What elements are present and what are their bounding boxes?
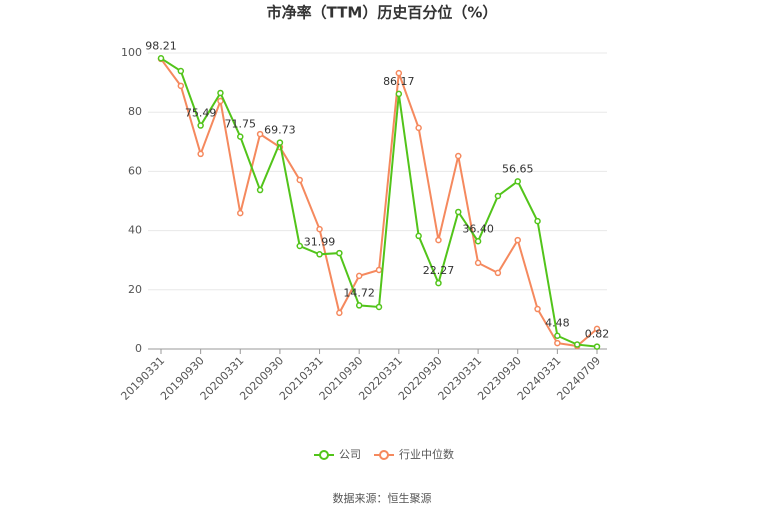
point	[375, 303, 383, 311]
legend-label: 公司	[339, 448, 361, 461]
value-label: 0.82	[585, 328, 610, 341]
x-tick-label: 20240709	[554, 354, 603, 403]
point	[395, 69, 403, 77]
point	[355, 272, 363, 280]
value-label: 56.65	[502, 162, 534, 175]
point	[177, 67, 185, 75]
point	[336, 309, 343, 317]
point	[494, 269, 502, 277]
chart-title: 市净率（TTM）历史百分位（%）	[267, 4, 498, 22]
value-label: 31.99	[304, 235, 336, 248]
point	[197, 150, 204, 158]
value-label: 98.21	[145, 39, 177, 52]
y-tick-label: 40	[128, 224, 142, 237]
value-label: 71.75	[225, 118, 257, 131]
point	[296, 176, 303, 184]
point	[415, 232, 422, 240]
y-tick-label: 0	[135, 342, 142, 355]
point	[395, 90, 403, 98]
point	[296, 242, 303, 250]
point	[256, 130, 264, 138]
y-tick-label: 100	[121, 46, 142, 59]
value-label: 75.49	[185, 107, 217, 120]
point	[415, 124, 422, 132]
legend-marker	[379, 450, 389, 460]
point	[217, 89, 224, 97]
point	[554, 339, 561, 347]
point	[177, 82, 185, 90]
point	[435, 236, 442, 244]
point	[435, 279, 442, 287]
point	[157, 55, 165, 62]
value-label: 86.17	[383, 75, 415, 88]
value-label: 36.40	[462, 222, 494, 235]
point	[237, 209, 244, 217]
point	[593, 343, 601, 350]
point	[375, 266, 383, 274]
legend-label: 行业中位数	[399, 447, 454, 461]
y-tick-label: 80	[128, 105, 142, 118]
legend-marker	[319, 450, 329, 460]
point	[316, 251, 323, 258]
series-line	[160, 57, 598, 348]
point	[355, 302, 363, 309]
value-label: 14.72	[343, 286, 375, 299]
point	[534, 305, 541, 313]
point	[256, 186, 264, 194]
value-label: 69.73	[264, 124, 296, 137]
y-tick-label: 20	[128, 283, 142, 296]
point	[593, 325, 601, 333]
point	[494, 192, 502, 200]
point	[554, 332, 561, 339]
point	[217, 97, 224, 105]
value-label: 22.27	[423, 264, 455, 277]
point	[514, 178, 521, 185]
point	[514, 236, 521, 244]
point	[534, 217, 541, 225]
point	[197, 122, 204, 129]
point	[573, 341, 581, 348]
source: 数据来源：恒生聚源	[333, 491, 432, 505]
y-tick-label: 60	[128, 164, 142, 177]
point	[237, 133, 244, 140]
point	[455, 152, 462, 160]
point	[316, 225, 323, 233]
point	[336, 249, 343, 257]
point	[455, 208, 462, 216]
point	[474, 238, 482, 245]
point	[474, 259, 482, 267]
value-label: 4.48	[545, 317, 570, 330]
point	[276, 139, 284, 146]
